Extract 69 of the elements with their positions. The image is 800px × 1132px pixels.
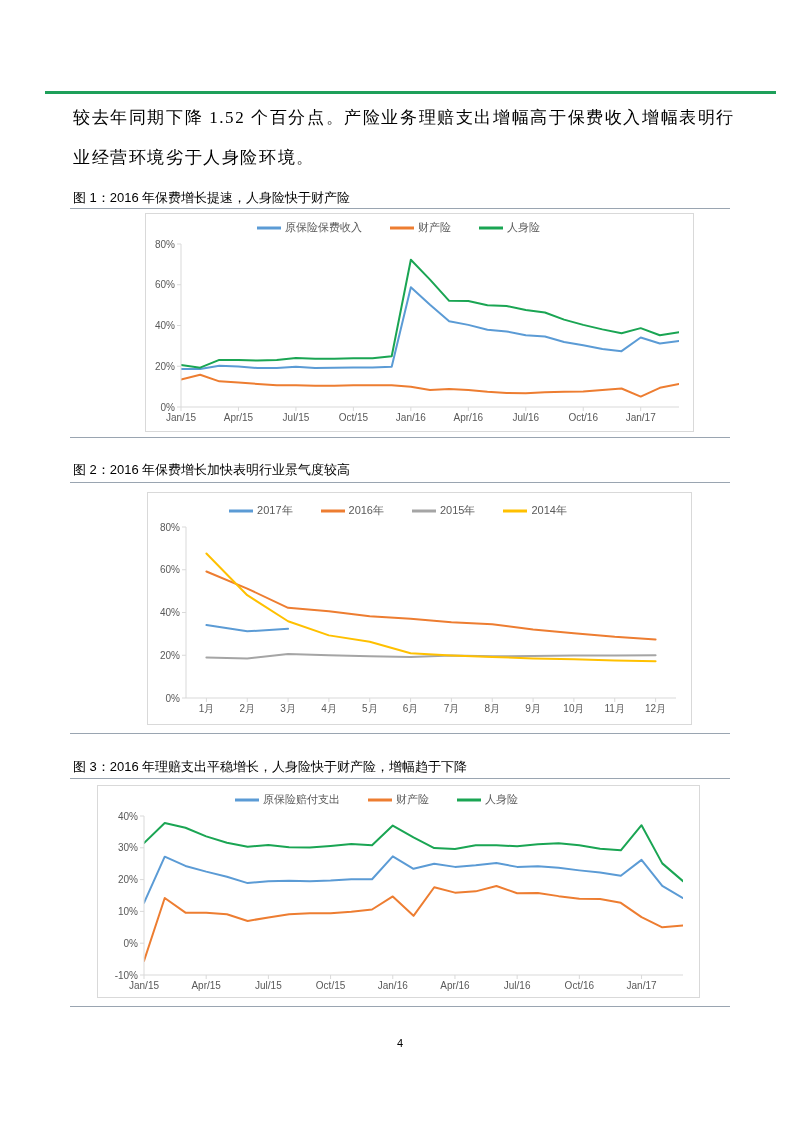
x-tick-label: 12月 [645,703,667,715]
y-tick-label: 80% [154,238,176,250]
y-tick-label: 20% [117,874,139,886]
legend-label: 2015年 [440,503,476,516]
x-tick-label: Jan/15 [165,412,197,424]
x-tick-label: Apr/15 [191,980,222,992]
y-tick-label: 0% [160,401,176,413]
legend-label: 人身险 [507,220,540,233]
x-tick-label: Apr/16 [453,412,484,424]
x-tick-label: 11月 [604,703,625,715]
y-tick-label: 20% [159,649,181,661]
y-tick-label: 0% [165,692,181,704]
x-tick-label: Jan/15 [128,980,160,992]
x-tick-label: Jan/17 [626,980,657,992]
x-tick-label: Oct/16 [568,412,599,424]
chart-title: 图 1：2016 年保费增长提速，人身险快于财产险 [73,190,351,206]
legend-label: 2017年 [257,503,293,516]
legend-label: 财产险 [418,220,451,233]
x-tick-label: Apr/15 [223,412,254,424]
y-tick-label: 60% [154,279,176,291]
line-series [205,552,657,663]
x-tick-label: Oct/15 [338,412,369,424]
y-tick-label: 60% [159,564,181,576]
x-tick-label: Jul/16 [512,412,540,424]
y-tick-label: 10% [117,905,139,917]
x-tick-label: Apr/16 [440,980,471,992]
x-tick-label: Jul/15 [282,412,310,424]
x-tick-label: Jan/16 [377,980,409,992]
x-tick-label: Jul/15 [255,980,283,992]
line-series [181,258,679,369]
x-tick-label: 6月 [402,703,419,715]
line-series [144,822,683,883]
y-tick-label: 30% [117,842,139,854]
chart-title: 图 2：2016 年保费增长加快表明行业景气度较高 [73,462,351,478]
x-tick-label: 7月 [443,703,460,715]
x-tick-label: Jan/16 [395,412,427,424]
chart-title: 图 3：2016 年理赔支出平稳增长，人身险快于财产险，增幅趋于下降 [73,759,468,775]
legend-label: 人身险 [485,792,518,805]
x-tick-label: 8月 [484,703,501,715]
x-tick-label: 1月 [198,703,215,715]
text: 4 [395,1036,405,1050]
line-series [181,286,679,371]
line-series [181,373,679,398]
legend-label: 原保险保费收入 [285,220,362,233]
legend-label: 2016年 [348,503,384,516]
y-tick-label: 40% [154,320,176,332]
y-tick-label: 20% [154,360,176,372]
x-tick-label: Jan/17 [625,412,657,424]
x-tick-label: 9月 [525,703,541,715]
y-tick-label: 0% [123,937,139,949]
legend-label: 原保险赔付支出 [263,792,340,805]
x-tick-label: Oct/16 [564,980,595,992]
line-series [205,570,657,641]
legend-label: 财产险 [396,792,429,805]
text: 较去年同期下降 1.52 个百分点。产险业务理赔支出增幅高于保费收入增幅表明行业经营环境劣于人身险环境。 [73,108,735,167]
x-tick-label: Oct/15 [315,980,346,992]
y-tick-label: 40% [117,810,139,822]
line-series [144,884,683,963]
x-tick-label: 10月 [563,703,585,715]
x-tick-label: 3月 [280,703,296,715]
y-tick-label: 80% [159,521,181,533]
x-tick-label: 5月 [361,703,378,715]
y-tick-label: -10% [114,969,139,981]
x-tick-label: 2月 [239,703,256,715]
line-series [144,855,683,904]
y-tick-label: 40% [159,607,181,619]
legend-label: 2014年 [531,503,567,516]
x-tick-label: Jul/16 [503,980,531,992]
x-tick-label: 4月 [321,703,337,715]
